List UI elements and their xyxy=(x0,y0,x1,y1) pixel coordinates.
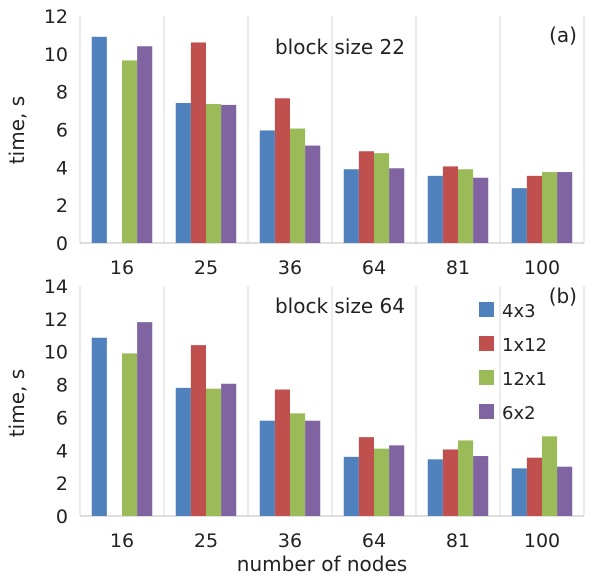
panel-b-bar-12x1-36 xyxy=(290,413,306,516)
panel-b-xtick-label: 25 xyxy=(194,530,218,552)
legend-label-6x2: 6x2 xyxy=(502,403,536,424)
panel-a-bar-1x12-64 xyxy=(358,151,374,243)
legend-swatch-4x3 xyxy=(479,302,494,317)
panel-a-bar-6x2-36 xyxy=(305,145,321,243)
panel-a-bar-4x3-64 xyxy=(343,169,359,243)
legend-label-1x12: 1x12 xyxy=(502,335,547,356)
chart-marks: 0 2 4 6 8 10 12 16 25 36 64 81 100 0 2 4 6 8 10 12 14 16 25 36 6… xyxy=(44,6,585,552)
panel-a-bar-6x2-81 xyxy=(473,177,489,243)
panel-b-xtick-label: 36 xyxy=(278,530,302,552)
panel-b-bar-1x12-81 xyxy=(442,449,458,516)
legend-swatch-12x1 xyxy=(479,370,494,385)
panel-b-ylabel: time, s xyxy=(5,369,29,437)
panel-a-bar-4x3-81 xyxy=(427,175,443,243)
panel-a-xtick-label: 64 xyxy=(362,257,386,279)
panel-b-title: block size 64 xyxy=(275,294,405,318)
panel-a-bar-12x1-16 xyxy=(122,60,138,244)
panel-a-ytick-label: 12 xyxy=(44,6,68,28)
panel-b-bar-1x12-64 xyxy=(358,437,374,516)
panel-a-ytick-label: 6 xyxy=(56,120,68,142)
panel-a-ylabel: time, s xyxy=(5,96,29,164)
panel-b-bar-12x1-100 xyxy=(542,436,558,516)
panel-b-bar-6x2-64 xyxy=(389,445,405,516)
panel-b-xlabel: number of nodes xyxy=(237,552,407,576)
panel-a-bar-4x3-25 xyxy=(175,103,191,244)
panel-b-xtick-label: 64 xyxy=(362,530,386,552)
panel-a-ytick-label: 4 xyxy=(56,157,68,179)
legend: 4x3 1x12 12x1 6x2 xyxy=(479,301,547,424)
legend-swatch-1x12 xyxy=(479,336,494,351)
panel-b-bar-4x3-16 xyxy=(91,337,107,516)
panel-b-bar-6x2-100 xyxy=(557,466,573,516)
panel-a-xtick-label: 36 xyxy=(278,257,302,279)
panel-b-bar-4x3-64 xyxy=(343,456,359,516)
panel-b-bar-12x1-64 xyxy=(374,448,390,516)
legend-label-12x1: 12x1 xyxy=(502,369,547,390)
panel-b-bar-1x12-25 xyxy=(190,345,206,516)
panel-a-bar-4x3-16 xyxy=(91,36,107,243)
panel-a-ytick-label: 2 xyxy=(56,195,68,217)
panel-b-ytick-label: 4 xyxy=(56,440,68,462)
panel-a-bar-6x2-25 xyxy=(221,104,237,244)
panel-a-xtick-label: 25 xyxy=(194,257,218,279)
panel-a-bar-12x1-81 xyxy=(458,169,474,243)
panel-a-bar-1x12-36 xyxy=(274,98,290,243)
panel-b-bar-6x2-36 xyxy=(305,420,321,516)
panel-b-bar-6x2-16 xyxy=(137,322,153,516)
panel-b-bar-6x2-25 xyxy=(221,383,237,516)
panel-a-bar-6x2-16 xyxy=(137,46,153,244)
panel-b-bar-4x3-81 xyxy=(427,459,443,516)
panel-b-ytick-label: 12 xyxy=(44,309,68,331)
panel-a-bar-4x3-36 xyxy=(259,130,275,243)
panel-a-bar-1x12-25 xyxy=(190,42,206,243)
panel-b-xtick-label: 100 xyxy=(524,530,560,552)
panel-b-bar-4x3-36 xyxy=(259,420,275,516)
panel-a-bar-6x2-100 xyxy=(557,172,573,243)
panel-b-ytick-label: 6 xyxy=(56,407,68,429)
panel-a-ytick-label: 10 xyxy=(44,44,68,66)
legend-label-4x3: 4x3 xyxy=(502,301,536,322)
panel-a-bar-12x1-100 xyxy=(542,172,558,243)
panel-a-title: block size 22 xyxy=(275,35,405,59)
panel-b-bar-12x1-81 xyxy=(458,440,474,516)
panel-b-ytick-label: 14 xyxy=(44,276,68,298)
panel-b-bar-12x1-16 xyxy=(122,353,138,516)
panel-b-bar-1x12-36 xyxy=(274,389,290,516)
panel-a-bar-4x3-100 xyxy=(511,188,527,243)
panel-a-xtick-label: 16 xyxy=(110,257,134,279)
panel-a-bar-1x12-81 xyxy=(442,166,458,243)
panel-a-label: (a) xyxy=(549,23,577,47)
panel-a-xtick-label: 81 xyxy=(446,257,470,279)
panel-a-bar-12x1-36 xyxy=(290,128,306,243)
panel-b-ytick-label: 2 xyxy=(56,473,68,495)
panel-b-ytick-label: 8 xyxy=(56,375,68,397)
panel-b-ytick-label: 0 xyxy=(56,506,68,528)
panel-b-bar-4x3-100 xyxy=(511,468,527,516)
panel-a-bar-12x1-64 xyxy=(374,153,390,243)
legend-swatch-6x2 xyxy=(479,404,494,419)
panel-b-ytick-label: 10 xyxy=(44,342,68,364)
panel-b-bar-12x1-25 xyxy=(206,388,222,516)
panel-b-bar-4x3-25 xyxy=(175,387,191,516)
panel-b-xtick-label: 16 xyxy=(110,530,134,552)
panel-a-bar-1x12-100 xyxy=(526,175,542,243)
panel-b-label: (b) xyxy=(549,284,577,308)
panel-a-bar-12x1-25 xyxy=(206,103,222,244)
panel-b-xtick-label: 81 xyxy=(446,530,470,552)
panel-a-ytick-label: 0 xyxy=(56,233,68,255)
panel-a-bar-6x2-64 xyxy=(389,168,405,243)
panel-a-xtick-label: 100 xyxy=(524,257,560,279)
panel-a-ytick-label: 8 xyxy=(56,82,68,104)
panel-b-bar-1x12-100 xyxy=(526,457,542,516)
panel-b-bar-6x2-81 xyxy=(473,456,489,516)
